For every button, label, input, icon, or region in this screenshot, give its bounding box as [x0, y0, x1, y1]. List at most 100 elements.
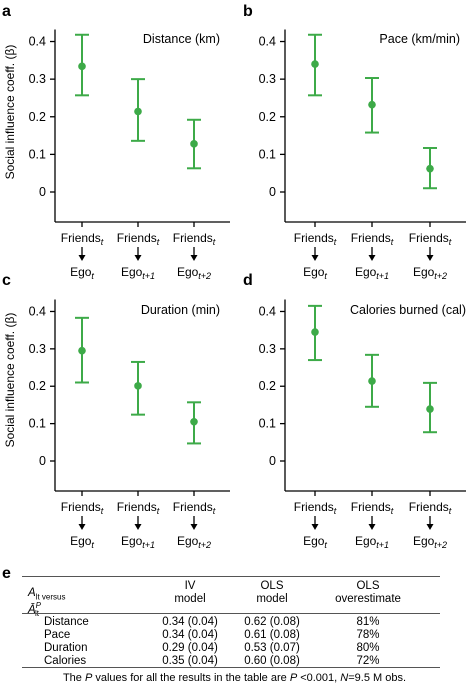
category-arrowhead-a-2 [190, 255, 198, 261]
category-bottom-label-c-2: Egot+2 [177, 534, 211, 550]
figure-charts: a Distance (km) 0 0.1 0.2 0.3 0.4 Friendst Egot F… [2, 3, 466, 550]
y-tick-label-c-4: 0.4 [29, 304, 46, 318]
data-point-d-0 [311, 328, 319, 336]
category-arrowhead-c-1 [134, 524, 142, 530]
y-tick-label-d-4: 0.4 [259, 304, 276, 318]
category-arrowhead-a-0 [78, 255, 86, 261]
chart-title-a: Distance (km) [143, 32, 220, 46]
panel-label-c: c [2, 272, 11, 289]
y-tick-label-d-3: 0.3 [259, 342, 276, 356]
panel-label-b: b [243, 3, 253, 20]
data-point-d-2 [426, 405, 434, 413]
category-top-label-a-1: Friendst [117, 231, 160, 247]
category-arrowhead-d-2 [426, 524, 434, 530]
table-cell-overestimate: 72% [356, 655, 380, 667]
chart-title-c: Duration (min) [141, 303, 220, 317]
panel-label-a: a [2, 3, 11, 20]
results-table: e Alt versus ĀPlt IV model OLS model OLS ov… [0, 565, 469, 685]
y-tick-label-b-0: 0 [269, 185, 276, 199]
y-tick-label-c-2: 0.2 [29, 379, 46, 393]
y-tick-label-a-3: 0.3 [29, 72, 46, 86]
y-axis-label-a: Social influence coeff. (β) [3, 45, 17, 180]
category-bottom-label-b-2: Egot+2 [413, 265, 447, 281]
category-top-label-d-2: Friendst [409, 500, 452, 516]
chart-title-d: Calories burned (cal) [350, 303, 466, 317]
category-arrowhead-a-1 [134, 255, 142, 261]
header-iv-model: IV model [174, 580, 206, 605]
category-top-label-b-1: Friendst [351, 231, 394, 247]
table-footnote: The P values for all the results in the … [62, 672, 407, 684]
category-bottom-label-a-1: Egot+1 [121, 265, 155, 281]
data-point-a-2 [190, 140, 198, 148]
category-arrowhead-b-1 [368, 255, 376, 261]
y-tick-label-b-1: 0.1 [259, 147, 276, 161]
table-bottom-rule [22, 667, 440, 668]
category-bottom-label-a-2: Egot+2 [177, 265, 211, 281]
data-point-b-1 [368, 100, 376, 109]
category-top-label-c-1: Friendst [117, 500, 160, 516]
data-point-d-1 [368, 377, 376, 385]
table-cell-iv: 0.34 (0.04) [162, 616, 218, 628]
table-top-rule [22, 576, 440, 577]
y-tick-label-b-2: 0.2 [259, 110, 276, 124]
category-arrowhead-d-0 [311, 524, 319, 530]
category-arrowhead-c-0 [78, 524, 86, 530]
category-top-label-c-2: Friendst [173, 500, 216, 516]
category-bottom-label-b-0: Egot [303, 265, 327, 281]
category-top-label-d-1: Friendst [351, 500, 394, 516]
table-cell-ols: 0.60 (0.08) [244, 655, 300, 667]
category-top-label-b-2: Friendst [409, 231, 452, 247]
panel-label-d: d [243, 272, 253, 289]
y-axis-label-c: Social influence coeff. (β) [3, 313, 17, 448]
category-bottom-label-d-2: Egot+2 [413, 534, 447, 550]
category-top-label-a-2: Friendst [173, 231, 216, 247]
y-tick-label-a-4: 0.4 [29, 35, 46, 49]
category-bottom-label-a-0: Egot [70, 265, 94, 281]
panel-label-e: e [2, 565, 11, 582]
y-tick-label-c-3: 0.3 [29, 342, 46, 356]
table-cell-ols: 0.53 (0.07) [244, 642, 300, 654]
category-bottom-label-d-0: Egot [303, 534, 327, 550]
table-row-label: Duration [44, 642, 88, 654]
category-top-label-d-0: Friendst [294, 500, 337, 516]
y-tick-label-c-1: 0.1 [29, 417, 46, 431]
table-cell-iv: 0.34 (0.04) [162, 629, 218, 641]
category-bottom-label-c-0: Egot [70, 534, 94, 550]
chart-title-b: Pace (km/min) [379, 32, 460, 46]
category-top-label-b-0: Friendst [294, 231, 337, 247]
data-point-a-0 [78, 62, 86, 71]
table-cell-overestimate: 81% [356, 616, 380, 628]
category-arrowhead-d-1 [368, 524, 376, 530]
y-tick-label-d-0: 0 [269, 454, 276, 468]
data-point-c-0 [78, 346, 86, 355]
data-point-c-1 [134, 382, 142, 390]
table-row-label: Pace [44, 629, 71, 641]
y-tick-label-a-1: 0.1 [29, 147, 46, 161]
table-row-label: Calories [44, 655, 87, 667]
table-header-rule [22, 613, 440, 614]
data-point-b-2 [426, 164, 434, 173]
data-point-a-1 [134, 107, 142, 116]
y-tick-label-d-1: 0.1 [259, 417, 276, 431]
header-ols-model: OLS model [256, 580, 288, 605]
category-bottom-label-d-1: Egot+1 [355, 534, 389, 550]
y-tick-label-a-2: 0.2 [29, 110, 46, 124]
y-tick-label-a-0: 0 [39, 185, 46, 199]
table-cell-overestimate: 80% [356, 642, 380, 654]
category-top-label-a-0: Friendst [61, 231, 104, 247]
data-point-b-0 [311, 60, 319, 68]
header-ols-overestimate: OLS overestimate [335, 580, 401, 605]
y-tick-label-d-2: 0.2 [259, 379, 276, 393]
y-tick-label-c-0: 0 [39, 454, 46, 468]
y-tick-label-b-4: 0.4 [259, 35, 276, 49]
table-cell-overestimate: 78% [356, 629, 380, 641]
data-point-c-2 [190, 417, 198, 426]
category-arrowhead-c-2 [190, 524, 198, 530]
category-arrowhead-b-0 [311, 255, 319, 261]
table-row-label: Distance [44, 616, 89, 628]
table-cell-ols: 0.61 (0.08) [244, 629, 300, 641]
y-tick-label-b-3: 0.3 [259, 72, 276, 86]
category-arrowhead-b-2 [426, 255, 434, 261]
table-cell-ols: 0.62 (0.08) [244, 616, 300, 628]
table-cell-iv: 0.35 (0.04) [162, 655, 218, 667]
